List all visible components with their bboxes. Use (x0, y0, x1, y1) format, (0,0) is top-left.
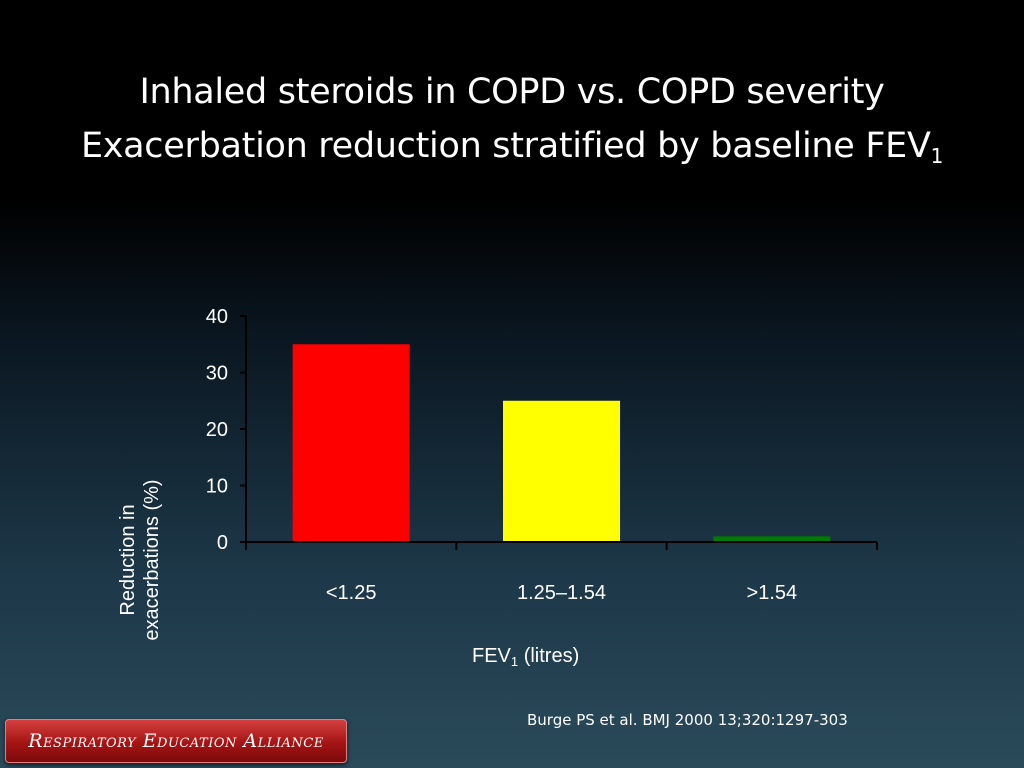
y-tick-label-10: 10 (206, 476, 228, 498)
bar-1 (503, 400, 620, 542)
axes-group: 0 10 20 30 40 <1.25 1.25–1.54 >1.54 (206, 306, 878, 604)
y-axis-label-line1: Reduction in (117, 504, 139, 616)
x-axis-label-main: FEV (472, 645, 511, 667)
slide-title-subscript: 1 (930, 144, 944, 168)
x-category-label-1: 1.25–1.54 (517, 582, 606, 604)
bars-group (292, 344, 831, 542)
bar-0 (292, 344, 410, 542)
x-axis-label: FEV1 (litres) (472, 645, 579, 669)
x-category-label-0: <1.25 (326, 582, 377, 604)
y-tick-label-20: 20 (206, 419, 228, 441)
slide-title-line2: Exacerbation reduction stratified by bas… (0, 126, 1024, 168)
x-category-label-2: >1.54 (747, 582, 798, 604)
slide-title-line1: Inhaled steroids in COPD vs. COPD severi… (139, 72, 885, 112)
y-tick-label-30: 30 (206, 363, 228, 385)
y-axis-label-line2: exacerbations (%) (141, 479, 163, 641)
x-axis-label-units: (litres) (518, 645, 580, 667)
bar-2 (713, 536, 831, 542)
y-tick-label-40: 40 (206, 306, 228, 328)
y-tick-label-0: 0 (217, 532, 228, 554)
y-axis-label: Reduction in exacerbations (%) (116, 440, 164, 680)
organization-logo: Respiratory Education Alliance (5, 719, 347, 763)
slide-title-line2-text: Exacerbation reduction stratified by bas… (80, 126, 931, 166)
logo-text: Respiratory Education Alliance (28, 730, 324, 752)
x-axis-label-subscript: 1 (510, 654, 519, 669)
citation-text: Burge PS et al. BMJ 2000 13;320:1297-303 (527, 711, 848, 729)
